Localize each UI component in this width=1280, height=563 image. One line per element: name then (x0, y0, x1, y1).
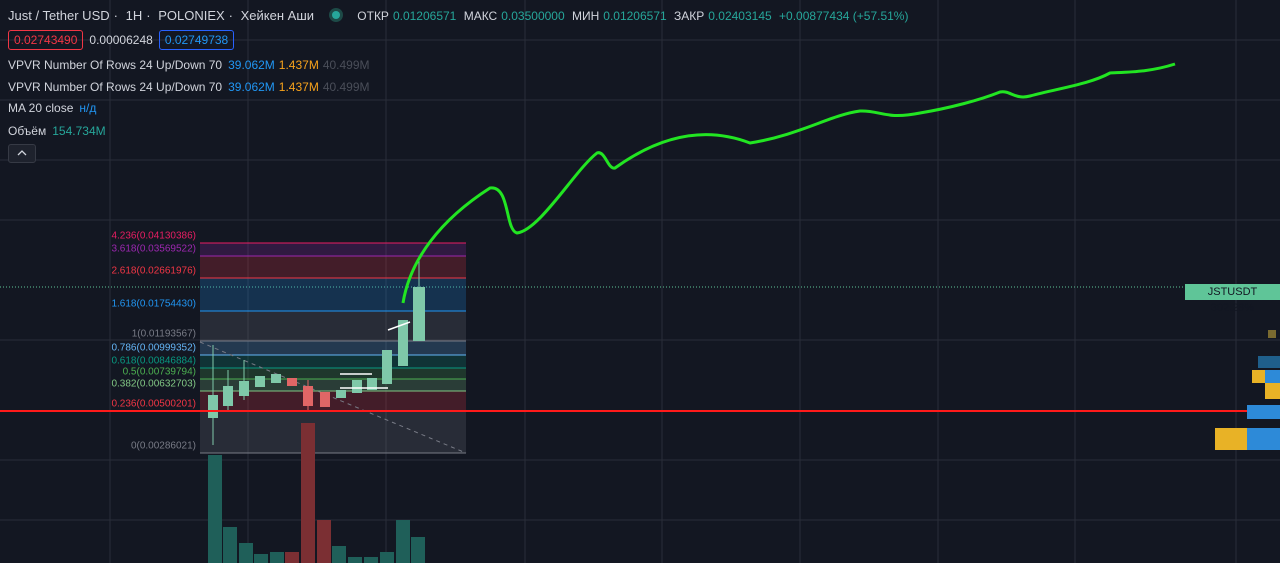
volume-bars (208, 423, 425, 563)
ohlc: ОТКР 0.01206571 МАКС 0.03500000 МИН 0.01206… (357, 9, 912, 23)
market-status (331, 11, 340, 19)
chevron-up (17, 150, 27, 156)
low-label: МИН (571, 9, 600, 23)
fib-level-label: 0.786(0.00999352) (111, 343, 196, 354)
fib-zone (200, 411, 466, 453)
collapse-button[interactable] (8, 144, 36, 163)
indicator-row: VPVR Number Of Rows 24 Up/Down 70 39.062M… (8, 80, 374, 94)
high-label: МАКС (463, 9, 498, 23)
fib-level-label: 0.236(0.00500201) (111, 399, 196, 410)
indicator-row: MA 20 close н/д (8, 101, 102, 115)
buy-price[interactable]: 0.02749738 (158, 30, 235, 50)
indicator-value: 40.499M (322, 58, 370, 72)
chart-style: Хейкен Аши (240, 8, 315, 23)
indicator-name: VPVR Number Of Rows 24 Up/Down 70 (8, 80, 223, 94)
symbol-header: Just / Tether USD · 1H · POLONIEX · Хейкен … (8, 8, 912, 23)
indicator-row: Объём 154.734M (8, 124, 112, 138)
open-label: ОТКР (357, 9, 389, 23)
indicator-value: 1.437M (278, 58, 319, 72)
close-label: ЗАКР (674, 9, 705, 23)
fib-level-label: 0(0.00286021) (131, 441, 196, 452)
fib-level-label: 1.618(0.01754430) (111, 299, 196, 310)
fib-level-label: 0.382(0.00632703) (111, 379, 196, 390)
fib-zone (200, 278, 466, 311)
fib-zone (200, 256, 466, 278)
drawn-forecast-curve (401, 62, 1176, 304)
fib-level-label: 3.618(0.03569522) (111, 244, 196, 255)
fib-zone (200, 379, 466, 391)
fib-level-label: 4.236(0.04130386) (111, 231, 196, 242)
fib-zone (200, 243, 466, 256)
fib-level-label: 1(0.01193567) (132, 329, 196, 340)
indicator-name: VPVR Number Of Rows 24 Up/Down 70 (8, 58, 223, 72)
fib-zone (200, 368, 466, 379)
low: 0.01206571 (603, 9, 667, 23)
indicator-value: 39.062M (228, 80, 275, 94)
quotes: 0.02743490 0.00006248 0.02749738 (8, 30, 240, 50)
fib-zone (200, 341, 466, 355)
fib-zone (200, 355, 466, 368)
spread: 0.00006248 (89, 33, 153, 47)
price-tag: JSTUSDT 302.28% (1185, 284, 1280, 314)
indicator-value: 40.499M (322, 80, 370, 94)
indicator-value: 39.062M (228, 58, 275, 72)
close: 0.02403145 (708, 9, 772, 23)
indicator-value: 1.437M (278, 80, 319, 94)
high: 0.03500000 (501, 9, 565, 23)
indicator-row: VPVR Number Of Rows 24 Up/Down 70 39.062M… (8, 58, 374, 72)
interval[interactable]: 1H (125, 8, 143, 23)
fib-level-label: 2.618(0.02661976) (111, 266, 196, 277)
indicator-value: 154.734M (52, 124, 106, 138)
fib-zone (200, 311, 466, 341)
volume-profile (1215, 330, 1280, 450)
fib-level-label: 0.5(0.00739794) (123, 367, 196, 378)
fib-zone (200, 391, 466, 411)
candles (208, 258, 425, 445)
indicator-name: Объём (8, 124, 47, 138)
change: +0.00877434 (+57.51%) (779, 9, 909, 23)
fib-level-label: 0.618(0.00846884) (111, 356, 196, 367)
sell-price[interactable]: 0.02743490 (8, 30, 84, 50)
exchange: POLONIEX (158, 8, 225, 23)
fib-retracement: 4.236(0.04130386) 3.618(0.03569522) 2.618(… (111, 231, 466, 454)
open: 0.01206571 (392, 9, 457, 23)
indicator-name: MA 20 close (8, 101, 74, 115)
symbol[interactable]: Just / Tether USD (8, 8, 110, 23)
indicator-value: н/д (79, 101, 97, 115)
